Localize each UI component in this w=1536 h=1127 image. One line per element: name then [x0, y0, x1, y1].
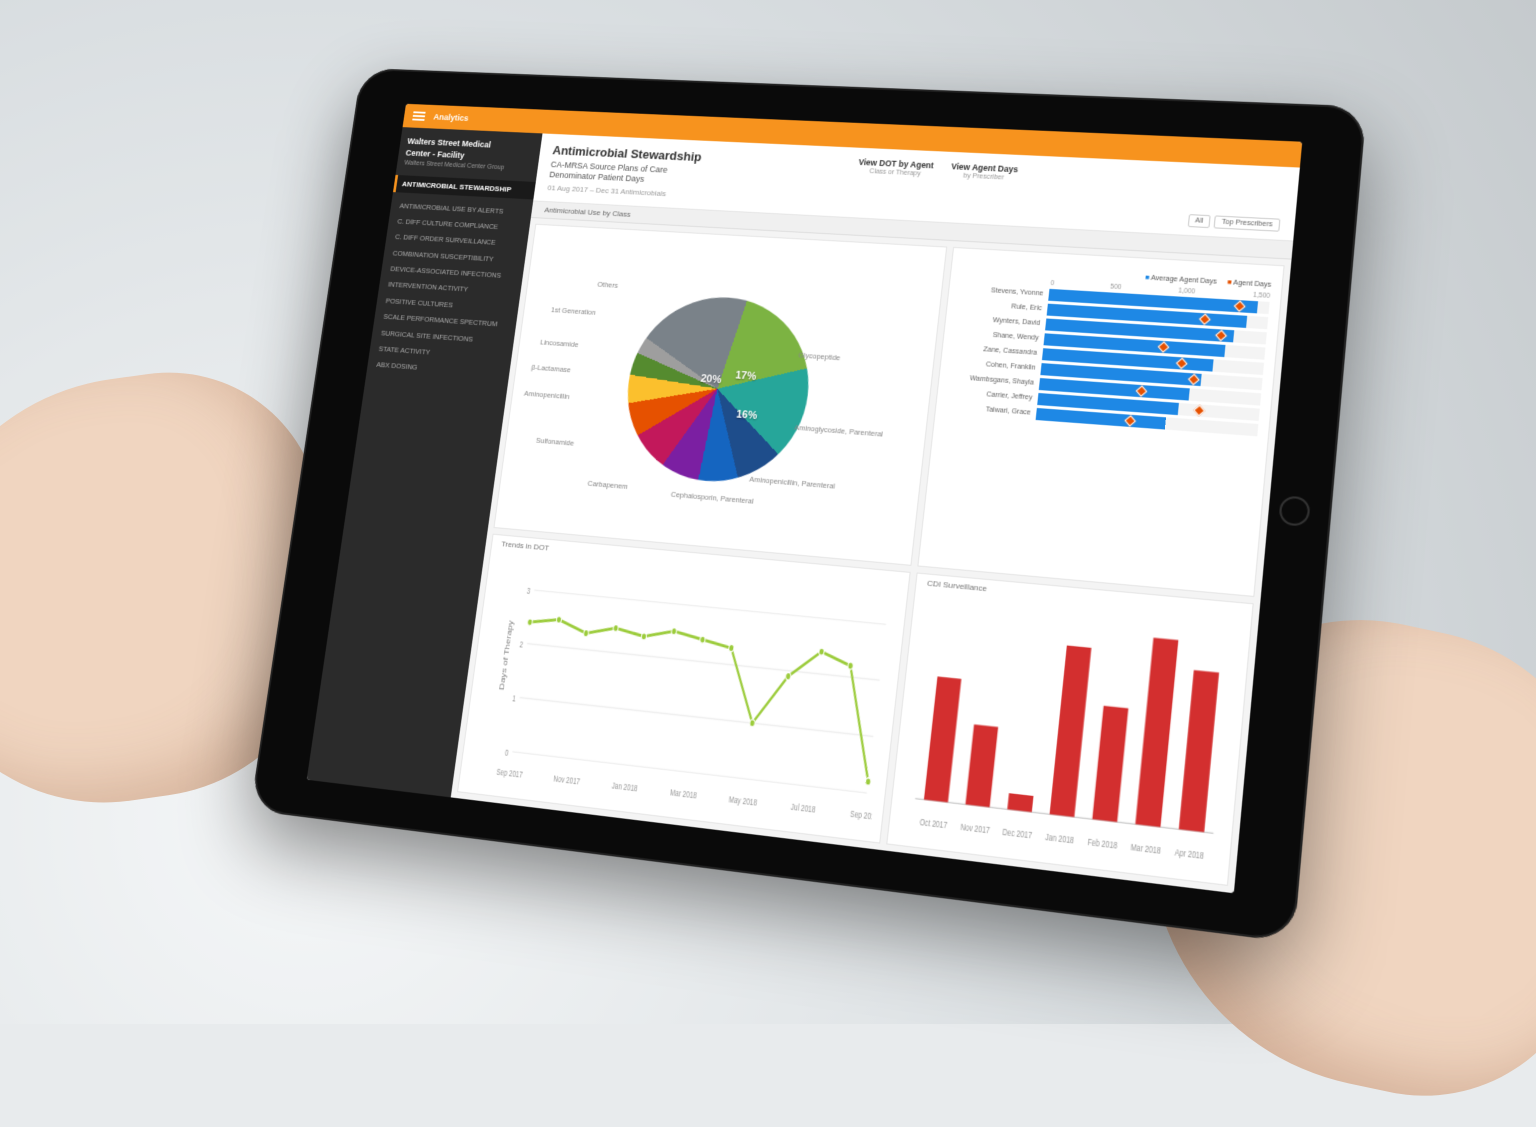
- prescriber-name: Talwari, Grace: [946, 404, 1037, 418]
- prescriber-bars-panel: Average Agent Days Agent Days 05001,0001…: [918, 247, 1285, 598]
- main-content: Antimicrobial Stewardship CA-MRSA Source…: [451, 133, 1300, 893]
- svg-text:Nov 2017: Nov 2017: [960, 822, 991, 837]
- prescriber-name: Wambsgans, Shayla: [950, 374, 1041, 387]
- pie-pct-label: 16%: [735, 409, 757, 422]
- bar-chart-panel: CDI Surveillance Oct 2017Nov 2017Dec 201…: [887, 573, 1254, 886]
- filter-pill-all[interactable]: All: [1187, 214, 1211, 228]
- pie-slice-label: Others: [597, 280, 619, 290]
- tablet-frame: Analytics Walters Street Medical Center …: [250, 68, 1367, 943]
- svg-text:0: 0: [504, 747, 509, 758]
- pie-slice-label: Cephalosporin, Parenteral: [670, 490, 754, 506]
- pie-slice-label: 1st Generation: [550, 306, 596, 317]
- prescriber-name: Wynters, David: [956, 315, 1046, 328]
- svg-text:Apr 2018: Apr 2018: [1175, 847, 1205, 862]
- svg-text:Mar 2018: Mar 2018: [1131, 842, 1162, 857]
- svg-text:Oct 2017: Oct 2017: [919, 817, 948, 832]
- hbar-legend-days: Agent Days: [1227, 279, 1272, 289]
- pie-slice-label: Lincosamide: [540, 338, 579, 349]
- hbar-legend-avg: Average Agent Days: [1145, 274, 1217, 285]
- pie-slice-label: Aminoglycoside, Parenteral: [794, 423, 884, 439]
- svg-text:Jan 2018: Jan 2018: [611, 781, 638, 795]
- pie-slice-label: Aminopenicillin, Parenteral: [749, 475, 836, 491]
- svg-text:Mar 2018: Mar 2018: [669, 787, 697, 801]
- prescriber-name: Rule, Eric: [958, 300, 1048, 312]
- pie-chart-panel: 20% 17% 16% Others 1st Generation Lincosamid…: [493, 223, 947, 566]
- pie-slice-label: Sulfonamide: [535, 436, 574, 448]
- pie-slice-label: Carbapenem: [587, 479, 628, 491]
- prescriber-name: Zane, Cassandra: [953, 344, 1044, 357]
- svg-text:Jul 2018: Jul 2018: [790, 802, 816, 816]
- app-screen: Analytics Walters Street Medical Center …: [307, 104, 1303, 893]
- toggle-dot-by-agent[interactable]: View DOT by Agent Class or Therapy: [857, 157, 934, 178]
- menu-icon[interactable]: [413, 115, 425, 117]
- filter-pill-top-prescribers[interactable]: Top Prescribers: [1214, 215, 1281, 231]
- prescriber-name: Carrier, Jeffrey: [948, 389, 1039, 402]
- sidebar-active-section[interactable]: ANTIMICROBIAL STEWARDSHIP: [393, 175, 536, 200]
- svg-text:Sep 2017: Sep 2017: [496, 767, 524, 781]
- bar-chart[interactable]: Oct 2017 Nov 2017 Dec 2017 Jan 2018 Feb 2018…: [897, 589, 1242, 871]
- line-chart[interactable]: 0 1 2 3 Days of Therapy Sep 2017 Nov 2017 Jan 2…: [482, 550, 899, 828]
- tablet-home-button[interactable]: [1278, 495, 1311, 527]
- pie-slice-label: Aminopenicillin: [523, 389, 570, 401]
- svg-text:Jan 2018: Jan 2018: [1045, 832, 1075, 847]
- svg-text:3: 3: [526, 585, 531, 596]
- prescriber-name: Cohen, Franklin: [951, 359, 1042, 372]
- svg-text:Sep 2018: Sep 2018: [850, 809, 879, 824]
- line-chart-panel: Trends in DOT 0123Days of TherapySep 201…: [457, 534, 911, 844]
- svg-text:May 2018: May 2018: [728, 794, 758, 808]
- svg-text:2: 2: [519, 639, 524, 650]
- svg-text:Nov 2017: Nov 2017: [553, 774, 581, 788]
- svg-text:Days of Therapy: Days of Therapy: [498, 619, 515, 691]
- pie-slice-label: β-Lactamase: [531, 363, 572, 374]
- svg-text:Feb 2018: Feb 2018: [1087, 837, 1118, 852]
- pie-pct-label: 17%: [735, 370, 757, 383]
- prescriber-name: Shane, Wendy: [954, 330, 1045, 343]
- svg-text:1: 1: [512, 693, 517, 704]
- prescriber-name: Stevens, Yvonne: [959, 286, 1049, 298]
- toggle-agent-days[interactable]: View Agent Days by Prescriber: [950, 162, 1019, 182]
- svg-text:Dec 2017: Dec 2017: [1002, 827, 1033, 842]
- app-title: Analytics: [433, 112, 469, 123]
- pie-chart[interactable]: [617, 292, 819, 488]
- pie-pct-label: 20%: [700, 373, 722, 386]
